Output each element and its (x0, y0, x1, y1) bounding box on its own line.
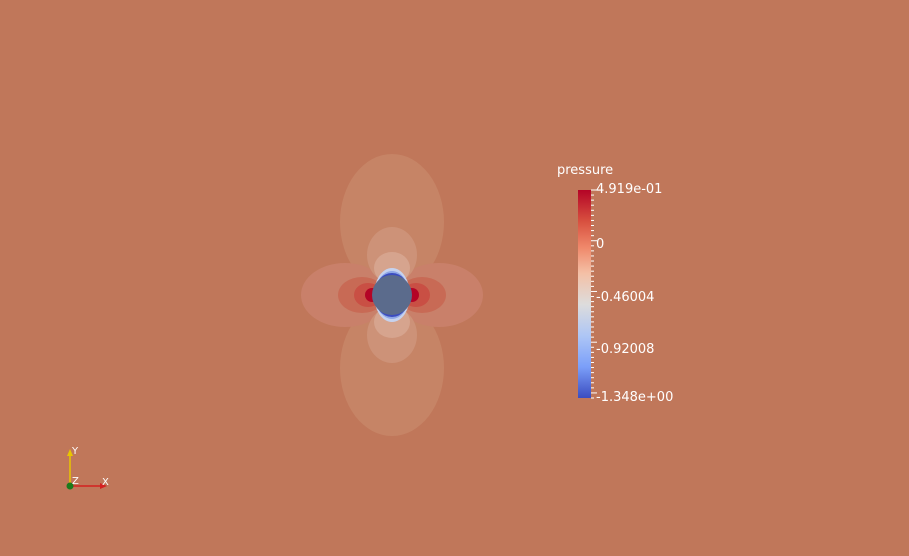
axis-x-label: X (102, 477, 109, 488)
scalar-bar-label-low: -0.92008 (596, 342, 655, 357)
scalar-bar-label-zero: 0 (596, 237, 605, 252)
axis-y-arrow (67, 449, 73, 456)
axis-y-label: Y (72, 446, 79, 457)
contour-lobe-bottom (340, 300, 444, 436)
scalar-bar-title: pressure (557, 163, 614, 178)
scalar-bar-label-mid: -0.46004 (596, 290, 655, 305)
pressure-field (301, 154, 483, 436)
axis-z-label: Z (72, 476, 79, 487)
orientation-axes (66, 449, 107, 490)
scalar-bar-gradient (578, 190, 591, 398)
contour-lobe-top (340, 154, 444, 290)
scalar-bar-label-min: -1.348e+00 (596, 390, 674, 405)
axis-x-arrow (100, 483, 107, 489)
scalar-bar[interactable] (578, 189, 597, 399)
cylinder-body[interactable] (372, 275, 412, 315)
axis-z-dot (66, 482, 74, 490)
scalar-bar-label-max: 4.919e-01 (596, 182, 663, 197)
scalar-bar-ticks (591, 189, 597, 399)
